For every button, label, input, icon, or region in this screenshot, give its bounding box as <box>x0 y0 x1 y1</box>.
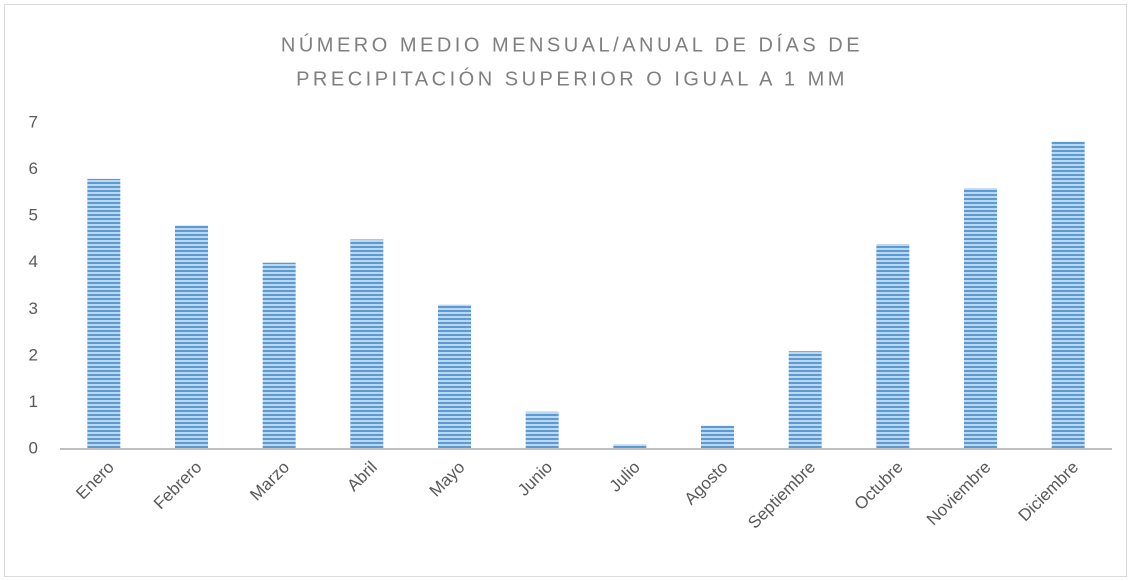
bar <box>87 178 121 449</box>
y-tick-label: 0 <box>29 438 38 457</box>
bar <box>788 351 822 449</box>
y-tick-label: 2 <box>29 345 38 364</box>
y-tick-label: 1 <box>29 392 38 411</box>
y-tick-label: 3 <box>29 299 38 318</box>
bar <box>1051 141 1085 449</box>
bar <box>438 304 471 449</box>
chart-title: NÚMERO MEDIO MENSUAL/ANUAL DE DÍAS DE <box>281 33 863 56</box>
y-tick-label: 6 <box>29 159 38 178</box>
y-tick-label: 5 <box>29 206 38 225</box>
y-tick-label: 7 <box>29 112 38 131</box>
bar <box>613 444 647 449</box>
chart-title: PRECIPITACIÓN SUPERIOR O IGUAL A 1 MM <box>296 67 848 90</box>
bar <box>701 425 734 449</box>
y-tick-label: 4 <box>29 252 38 271</box>
bar <box>350 239 384 449</box>
bar <box>175 225 208 449</box>
bar <box>262 262 296 449</box>
bar <box>876 244 910 449</box>
bar <box>964 188 997 449</box>
bar <box>525 411 559 449</box>
